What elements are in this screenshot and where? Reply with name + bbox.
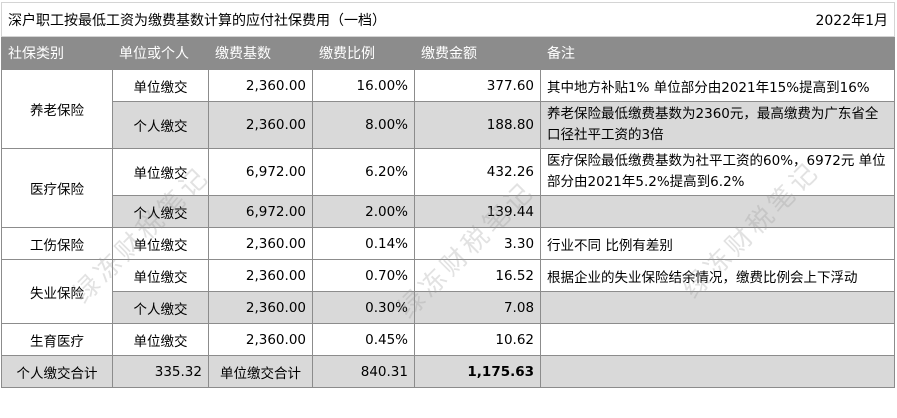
header-category: 社保类别 [1,36,113,70]
rate-cell: 0.70% [312,259,415,292]
table-row: 个人缴交 6,972.00 2.00% 139.44 [2,195,896,228]
category-pension: 养老保险 [1,69,113,149]
who-cell: 个人缴交 [112,291,209,324]
base-cell: 2,360.00 [208,259,313,292]
amount-cell: 3.30 [413,227,542,260]
rate-cell: 0.30% [312,291,415,324]
base-cell: 2,360.00 [208,101,313,149]
amount-cell: 10.62 [413,323,542,356]
header-note: 备注 [540,36,896,70]
table-row: 养老保险 单位缴交 2,360.00 16.00% 377.60 其中地方补贴1… [1,69,896,149]
amount-cell: 188.80 [413,101,542,149]
base-cell: 2,360.00 [208,323,313,356]
who-cell: 个人缴交 [112,195,209,228]
unit-total-label: 单位缴交合计 [208,355,313,388]
base-cell: 2,360.00 [208,227,313,260]
category-maternity: 生育医疗 [1,323,113,356]
rate-cell: 6.20% [312,148,415,196]
table-row: 生育医疗 单位缴交 2,360.00 0.45% 10.62 [1,323,896,356]
note-cell: 根据企业的失业保险结余情况，缴费比例会上下浮动 [540,259,896,292]
note-cell: 养老保险最低缴费基数为2360元，最高缴费为广东省全口径社平工资的3倍 [540,101,896,149]
amount-cell: 7.08 [413,291,542,324]
table-row: 失业保险 单位缴交 2,360.00 0.70% 16.52 根据企业的失业保险… [1,259,896,324]
who-cell: 单位缴交 [112,148,209,196]
personal-total-value: 335.32 [112,355,209,388]
rate-cell: 16.00% [312,69,415,102]
note-cell [540,291,896,324]
rate-cell: 0.45% [312,323,415,356]
header-row: 社保类别 单位或个人 缴费基数 缴费比例 缴费金额 备注 [1,36,896,70]
table-title: 深户职工按最低工资为缴费基数计算的应付社保费用（一档） [0,2,541,37]
header-rate: 缴费比例 [312,36,415,70]
header-base: 缴费基数 [208,36,313,70]
who-cell: 单位缴交 [112,69,209,102]
rate-cell: 0.14% [312,227,415,260]
table-row: 个人缴交 2,360.00 8.00% 188.80 养老保险最低缴费基数为23… [2,101,896,149]
table-row: 工伤保险 单位缴交 2,360.00 0.14% 3.30 行业不同 比例有差别 [1,227,896,260]
title-row: 深户职工按最低工资为缴费基数计算的应付社保费用（一档） 2022年1月 [0,2,896,37]
header-amount: 缴费金额 [413,36,542,70]
category-unemployment: 失业保险 [1,259,113,324]
unit-total-value: 840.31 [312,355,415,388]
note-cell [540,195,896,228]
table-row: 个人缴交 2,360.00 0.30% 7.08 [2,291,896,324]
totals-row: 个人缴交合计 335.32 单位缴交合计 840.31 1,175.63 [1,355,896,388]
base-cell: 2,360.00 [208,291,313,324]
personal-total-label: 个人缴交合计 [1,355,113,388]
base-cell: 6,972.00 [208,148,313,196]
amount-cell: 139.44 [413,195,542,228]
amount-cell: 16.52 [413,259,542,292]
who-cell: 单位缴交 [112,259,209,292]
who-cell: 单位缴交 [112,227,209,260]
header-who: 单位或个人 [112,36,209,70]
social-insurance-table: 深户职工按最低工资为缴费基数计算的应付社保费用（一档） 2022年1月 社保类别… [0,2,896,388]
note-cell: 医疗保险最低缴费基数为社平工资的60%，6972元 单位部分由2021年5.2%… [540,148,896,196]
note-cell: 行业不同 比例有差别 [540,227,896,260]
amount-cell: 432.26 [413,148,542,196]
base-cell: 2,360.00 [208,69,313,102]
note-cell [540,323,896,356]
rate-cell: 2.00% [312,195,415,228]
category-medical: 医疗保险 [1,148,113,228]
category-injury: 工伤保险 [1,227,113,260]
totals-note-cell [540,355,896,388]
who-cell: 个人缴交 [112,101,209,149]
who-cell: 单位缴交 [112,323,209,356]
amount-cell: 377.60 [413,69,542,102]
base-cell: 6,972.00 [208,195,313,228]
note-cell: 其中地方补贴1% 单位部分由2021年15%提高到16% [540,69,896,102]
table-row: 医疗保险 单位缴交 6,972.00 6.20% 432.26 医疗保险最低缴费… [1,148,896,228]
grand-total-value: 1,175.63 [413,355,542,388]
rate-cell: 8.00% [312,101,415,149]
table-date: 2022年1月 [540,2,896,37]
